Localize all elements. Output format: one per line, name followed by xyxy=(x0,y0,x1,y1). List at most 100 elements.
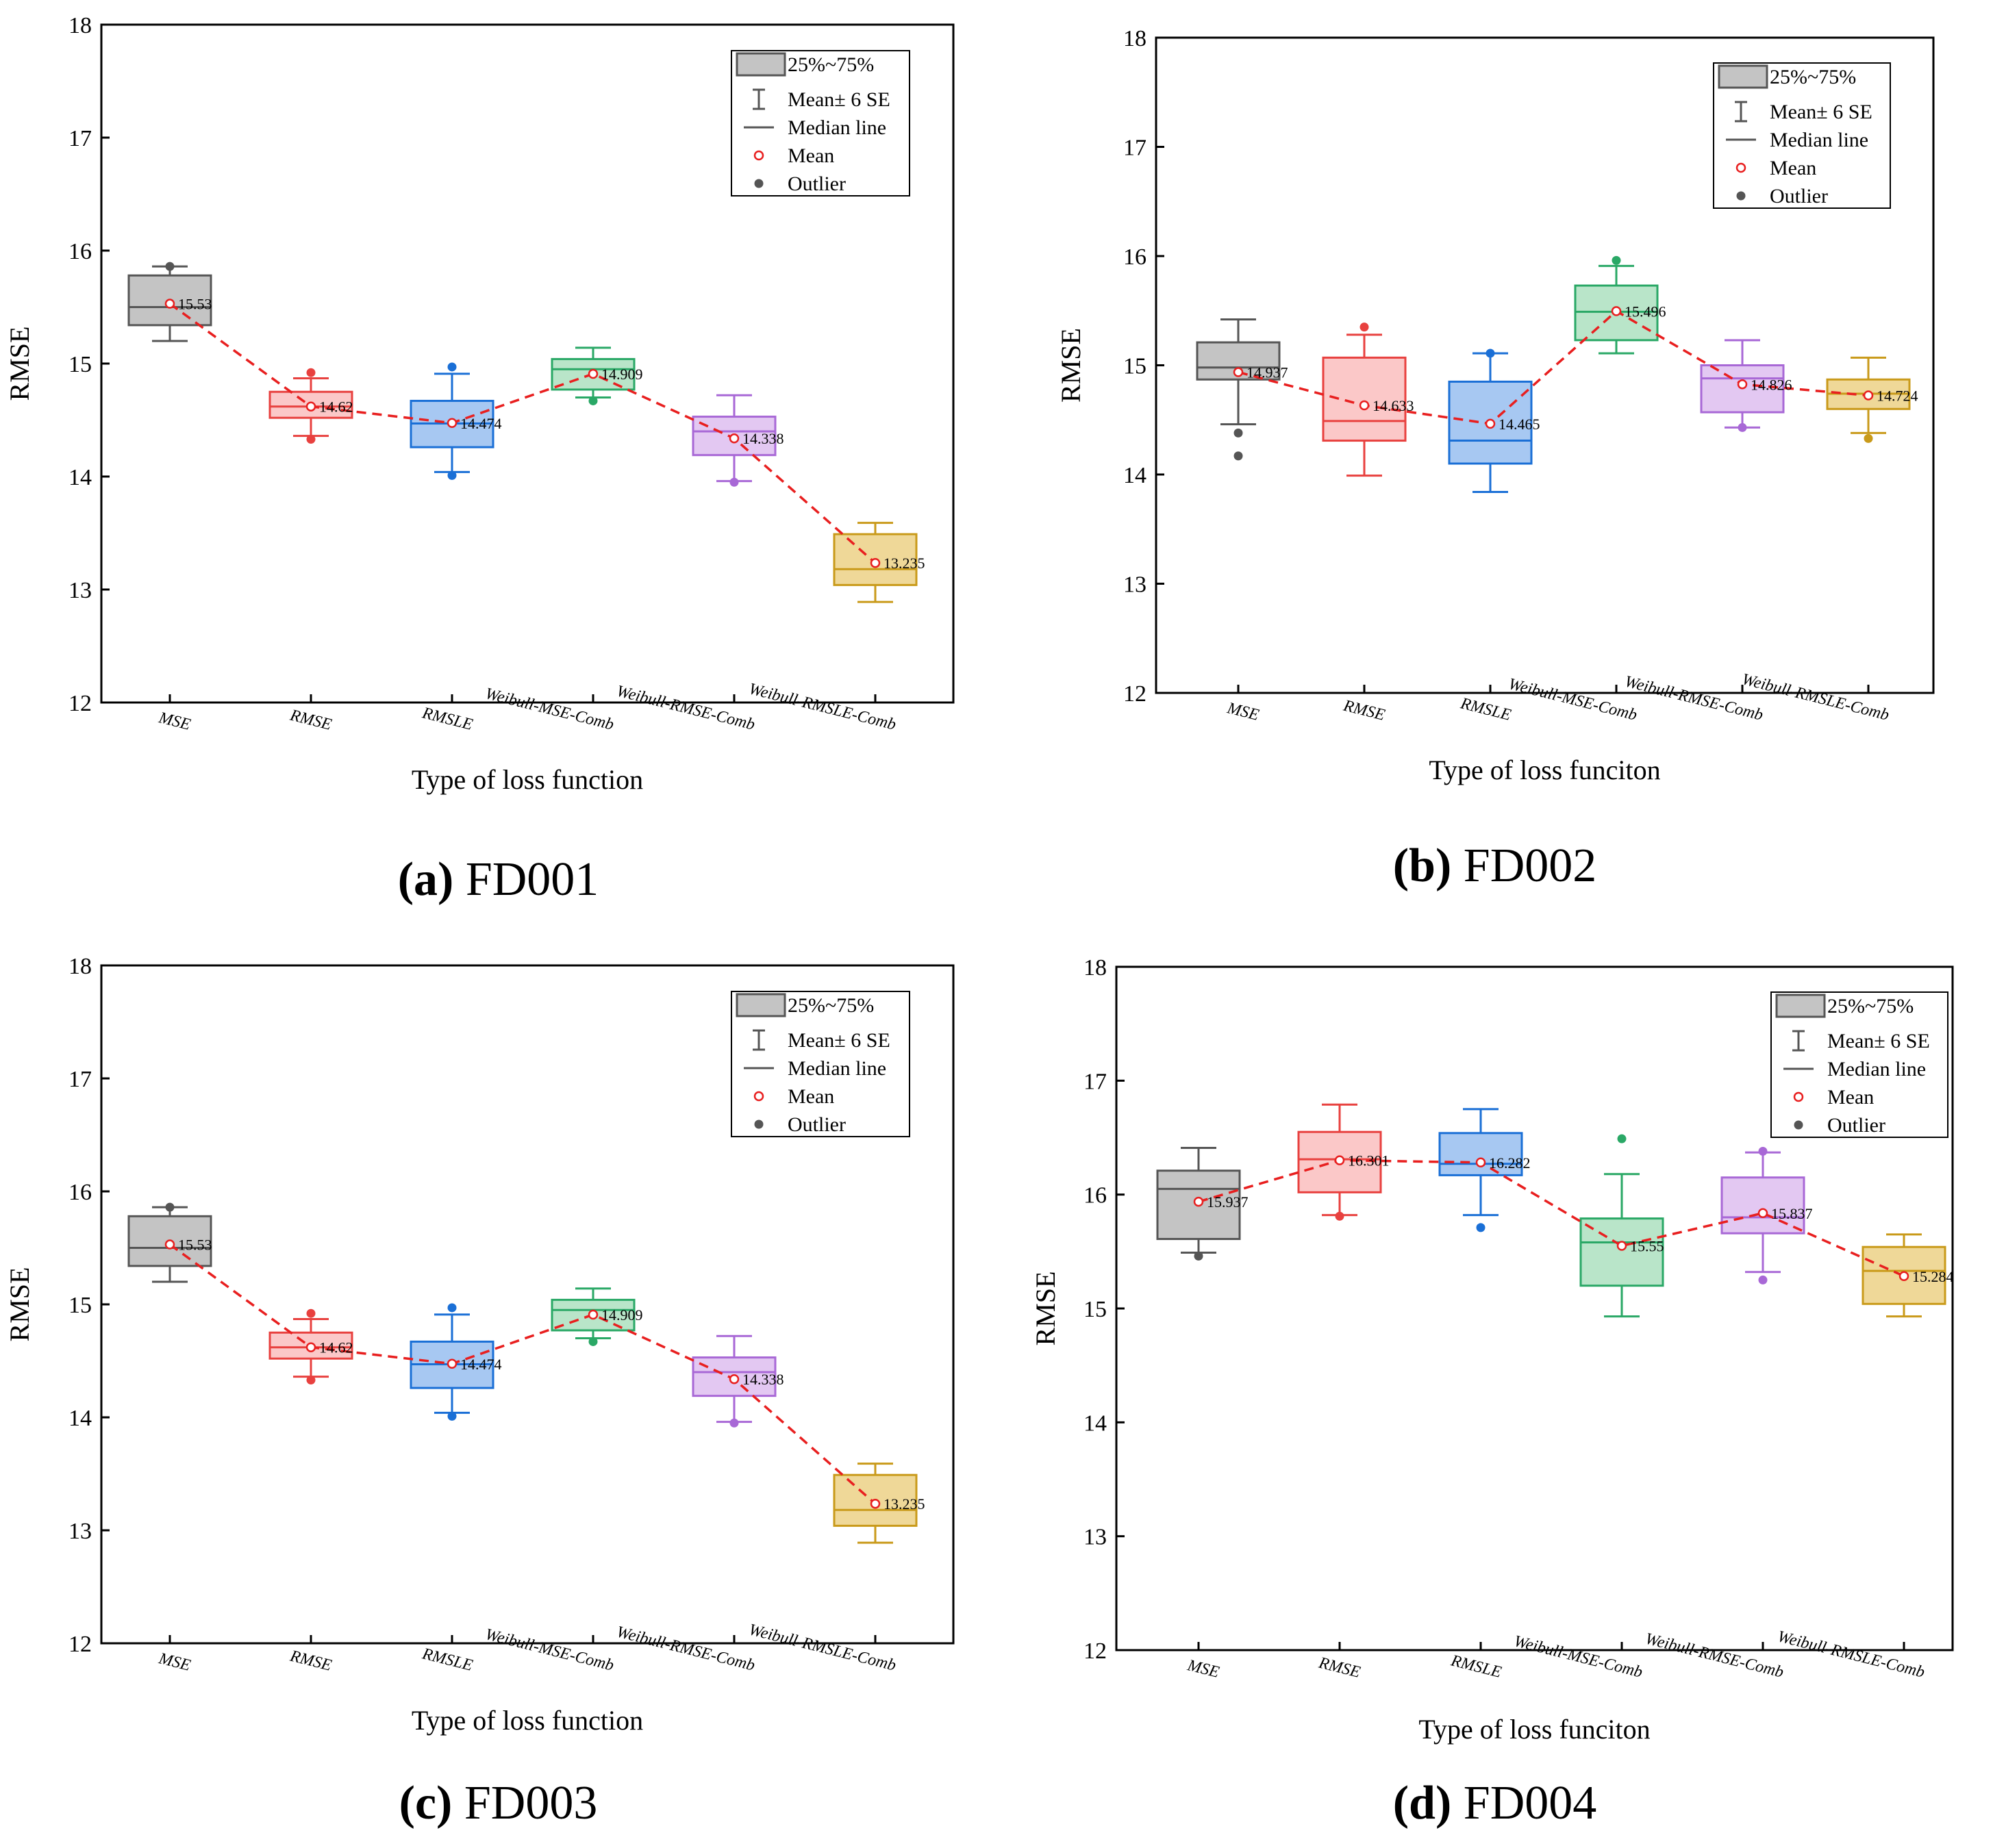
mean-point xyxy=(1898,1271,1909,1282)
iqr-box xyxy=(1438,1132,1523,1176)
x-tick-label: MSE xyxy=(1185,1656,1221,1682)
mean-value-label: 14.909 xyxy=(601,366,643,383)
outlier-point xyxy=(165,262,175,271)
x-tick-label: Weibull-RMSE-Comb xyxy=(1644,1630,1785,1681)
outlier-point xyxy=(729,1418,739,1428)
outlier-point xyxy=(306,368,316,377)
y-tick-label: 15 xyxy=(1123,354,1146,379)
x-tick-label: RMSLE xyxy=(420,704,475,734)
x-tick-label: RMSE xyxy=(288,707,334,734)
mean-point xyxy=(1737,379,1748,390)
y-tick-label: 13 xyxy=(1083,1525,1107,1550)
caption-fd004: (d) FD004 xyxy=(996,1776,1993,1831)
legend-median-label: Median line xyxy=(788,116,886,139)
outlier-point xyxy=(447,1303,457,1313)
y-tick-label: 16 xyxy=(68,239,92,264)
outlier-point xyxy=(447,362,457,372)
outlier-point xyxy=(729,477,739,487)
legend: 25%~75% Mean± 6 SE Median line Mean Outlier xyxy=(731,991,910,1137)
outlier-point xyxy=(306,1376,316,1385)
mean-trend-line xyxy=(168,1243,877,1505)
mean-value-label: 14.633 xyxy=(1372,397,1414,414)
iqr-box xyxy=(268,1331,353,1360)
y-tick-label: 17 xyxy=(1083,1069,1107,1094)
iqr-box xyxy=(1196,341,1281,381)
mean-point xyxy=(1233,367,1244,377)
legend-mean-label: Mean xyxy=(1827,1086,1874,1109)
legend-outlier-label: Outlier xyxy=(788,173,846,195)
legend-outlier-label: Outlier xyxy=(788,1113,846,1136)
caption-name: FD002 xyxy=(1463,839,1597,892)
y-tick-label: 15 xyxy=(68,1293,92,1318)
outlier-point xyxy=(306,435,316,444)
y-tick-label: 15 xyxy=(68,352,92,377)
mean-point xyxy=(588,368,599,379)
x-tick-label: RMSE xyxy=(288,1647,334,1675)
legend-mean-swatch xyxy=(1793,1091,1804,1102)
box-rmsle xyxy=(1448,349,1533,494)
mean-value-label: 15.55 xyxy=(1630,1238,1664,1255)
mean-point xyxy=(729,433,740,444)
legend-outlier-swatch xyxy=(1736,191,1746,201)
mean-value-label: 14.826 xyxy=(1751,376,1792,393)
mean-point xyxy=(870,557,881,568)
box-rmse xyxy=(1322,322,1407,477)
legend-box-label: 25%~75% xyxy=(1827,995,1914,1017)
caption-fd002: (b) FD002 xyxy=(996,839,1993,894)
mean-value-label: 16.301 xyxy=(1348,1152,1390,1169)
legend-mean-swatch xyxy=(753,1091,764,1102)
x-tick-label: MSE xyxy=(156,709,192,734)
y-tick-label: 18 xyxy=(1083,955,1107,980)
chart-fd004: 12 13 14 15 16 17 18 RMSE Type of loss funciton M… xyxy=(1030,955,1954,1745)
box-weibull-rmse-comb xyxy=(692,1334,777,1428)
outlier-point xyxy=(588,396,598,405)
mean-trend-line xyxy=(1198,1159,1905,1278)
x-tick-label: RMSE xyxy=(1341,697,1387,724)
mean-value-label: 14.474 xyxy=(460,415,502,432)
x-tick-label: Weibull-MSE-Comb xyxy=(1512,1632,1644,1682)
legend: 25%~75% Mean± 6 SE Median line Mean Outlier xyxy=(1770,991,1948,1138)
mean-point xyxy=(1757,1208,1768,1219)
legend-box-label: 25%~75% xyxy=(788,53,874,76)
legend-mean-label: Mean xyxy=(788,1085,834,1108)
iqr-box xyxy=(1297,1130,1382,1193)
chart-fd001: 12 13 14 15 16 17 18 RMSE Type of loss function M… xyxy=(4,13,955,795)
mean-point xyxy=(1475,1157,1486,1168)
x-tick-label: Weibull-RMSE-Comb xyxy=(615,1623,757,1674)
y-tick-label: 14 xyxy=(68,1406,92,1431)
mean-value-label: 14.338 xyxy=(742,430,784,447)
mean-point xyxy=(164,299,175,309)
x-tick-label: Weibull-RMSLE-Comb xyxy=(747,1621,898,1675)
chart-fd003: 12 13 14 15 16 17 18 RMSE Type of loss function M… xyxy=(4,954,955,1736)
y-tick-label: 18 xyxy=(68,954,92,979)
y-tick-label: 17 xyxy=(68,1067,92,1092)
mean-value-label: 15.53 xyxy=(178,296,212,313)
mean-point xyxy=(1616,1241,1627,1251)
mean-value-label: 14.724 xyxy=(1877,388,1918,405)
panel-fd004: 12 13 14 15 16 17 18 RMSE Type of loss funciton M… xyxy=(996,924,1993,1847)
outlier-point xyxy=(1864,433,1873,443)
box-rmse xyxy=(268,1308,353,1385)
x-tick-label: RMSLE xyxy=(1449,1651,1503,1682)
legend-box-swatch xyxy=(1718,64,1768,89)
outlier-point xyxy=(447,1411,457,1421)
mean-value-label: 14.338 xyxy=(742,1371,784,1388)
box-rmsle xyxy=(1438,1108,1523,1232)
mean-value-label: 15.53 xyxy=(178,1237,212,1254)
mean-value-label: 15.496 xyxy=(1625,303,1666,320)
outlier-point xyxy=(447,470,457,480)
legend-box-swatch xyxy=(736,52,786,77)
y-tick-label: 13 xyxy=(1123,572,1146,598)
legend-outlier-swatch xyxy=(754,1119,764,1129)
outlier-point xyxy=(1194,1251,1203,1261)
caption-fd001: (a) FD001 xyxy=(0,852,996,907)
chart-fd002: 12 13 14 15 16 17 18 RMSE Type of loss funciton M… xyxy=(1055,26,1935,785)
mean-point xyxy=(1611,306,1622,316)
iqr-box xyxy=(692,1356,777,1397)
mean-value-label: 14.937 xyxy=(1246,364,1288,381)
legend-whisker-label: Mean± 6 SE xyxy=(788,88,890,111)
outlier-point xyxy=(306,1308,316,1318)
legend-median-label: Median line xyxy=(1770,129,1868,151)
mean-value-label: 15.284 xyxy=(1912,1268,1954,1285)
legend-box-label: 25%~75% xyxy=(1770,66,1856,88)
